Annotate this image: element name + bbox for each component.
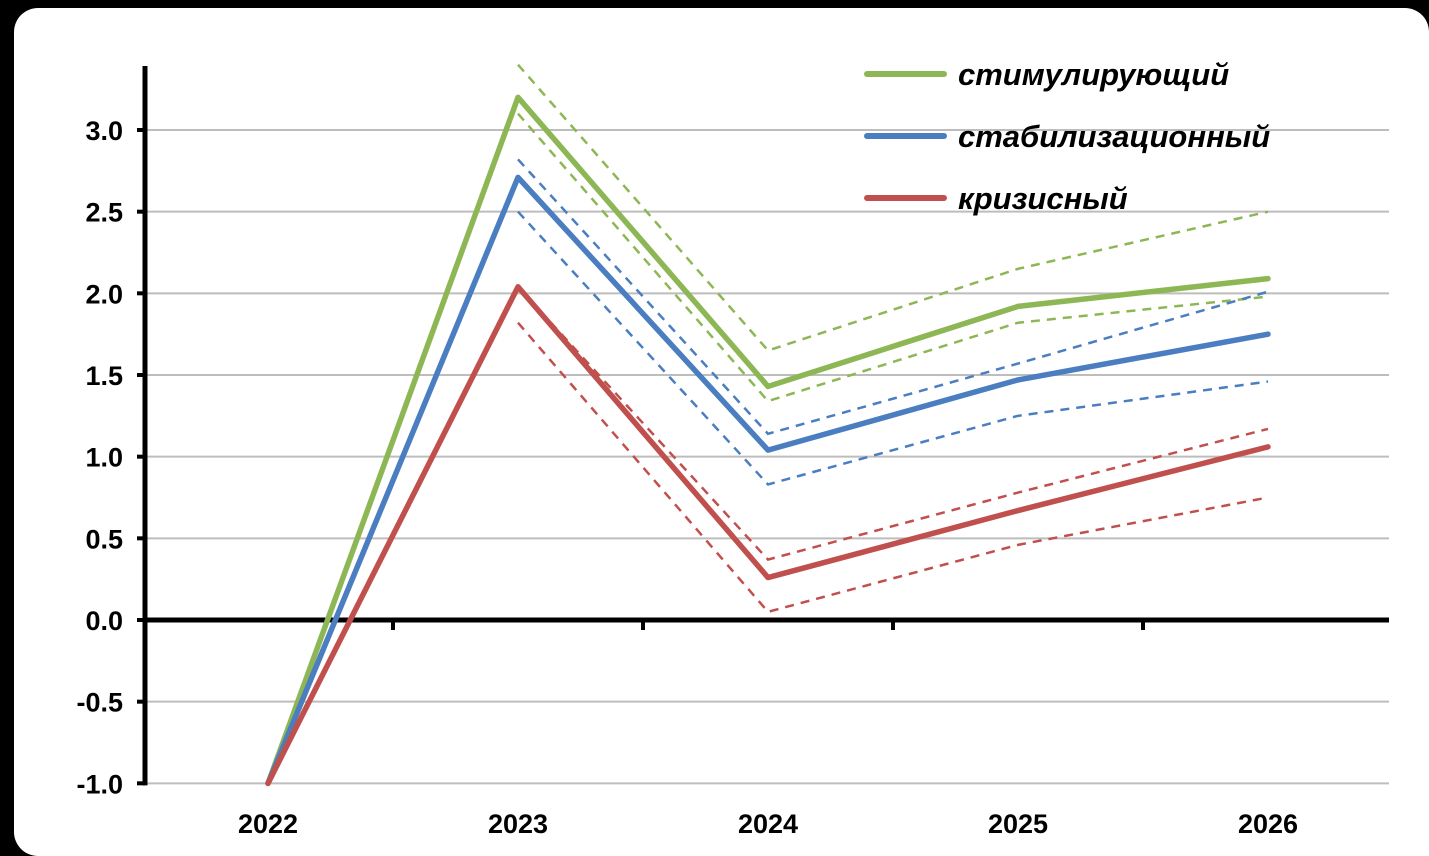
series-0-upper-band bbox=[517, 63, 1269, 352]
x-tick-label: 2024 bbox=[738, 809, 798, 839]
x-tick-label: 2026 bbox=[1238, 809, 1298, 839]
y-tick-label: 0.5 bbox=[85, 524, 123, 554]
y-axis-tick-labels: 3.0 2.5 2.0 1.5 1.0 0.5 0.0 -0.5 -1.0 bbox=[76, 116, 123, 799]
data-point bbox=[1015, 508, 1021, 514]
legend-label: стимулирующий bbox=[958, 57, 1229, 92]
data-point bbox=[1265, 331, 1271, 337]
y-tick-label: 2.5 bbox=[85, 198, 123, 228]
legend: стимулирующий стабилизационный кризисный bbox=[864, 57, 1270, 216]
y-tick-label: 2.0 bbox=[85, 279, 123, 309]
legend-label: стабилизационный bbox=[958, 119, 1270, 154]
legend-label: кризисный bbox=[958, 181, 1128, 216]
x-axis-tick-labels: 2022 2023 2024 2025 2026 bbox=[238, 809, 1298, 839]
data-point bbox=[265, 780, 271, 786]
data-point bbox=[515, 284, 521, 290]
data-point bbox=[515, 94, 521, 100]
data-point bbox=[765, 383, 771, 389]
line-chart: 3.02.52.01.51.00.50.0-0.5-1.0 2022 2023 20… bbox=[76, 57, 1389, 839]
y-tick-label: 3.0 bbox=[85, 116, 123, 146]
data-point bbox=[1015, 377, 1021, 383]
chart-card: 3.0 2.5 2.0 1.5 1.0 0.5 0.0 -0.5 -1.0 2022 2023 20… bbox=[14, 8, 1429, 856]
data-point bbox=[765, 447, 771, 453]
y-tick-label: 1.0 bbox=[85, 443, 123, 473]
gridlines bbox=[145, 129, 1389, 785]
series-1-upper-band bbox=[517, 158, 1269, 436]
axes bbox=[137, 66, 1389, 786]
data-point bbox=[1015, 303, 1021, 309]
x-tick-label: 2023 bbox=[488, 809, 548, 839]
series-2-lower-band bbox=[517, 321, 1269, 614]
y-tick-label: -1.0 bbox=[76, 769, 123, 799]
data-point bbox=[1265, 276, 1271, 282]
data-point bbox=[1265, 444, 1271, 450]
series-lines bbox=[265, 94, 1271, 787]
x-tick-label: 2022 bbox=[238, 809, 298, 839]
confidence-bands bbox=[517, 63, 1269, 614]
data-point bbox=[515, 174, 521, 180]
y-tick-label: 1.5 bbox=[85, 361, 123, 391]
y-tick-label: -0.5 bbox=[76, 688, 123, 718]
data-point bbox=[765, 575, 771, 581]
series-1-lower-band bbox=[517, 210, 1269, 486]
y-tick-label: 0.0 bbox=[85, 606, 123, 636]
series-2-upper-band bbox=[517, 285, 1269, 561]
x-tick-label: 2025 bbox=[988, 809, 1048, 839]
series-0-lower-band bbox=[517, 112, 1269, 403]
